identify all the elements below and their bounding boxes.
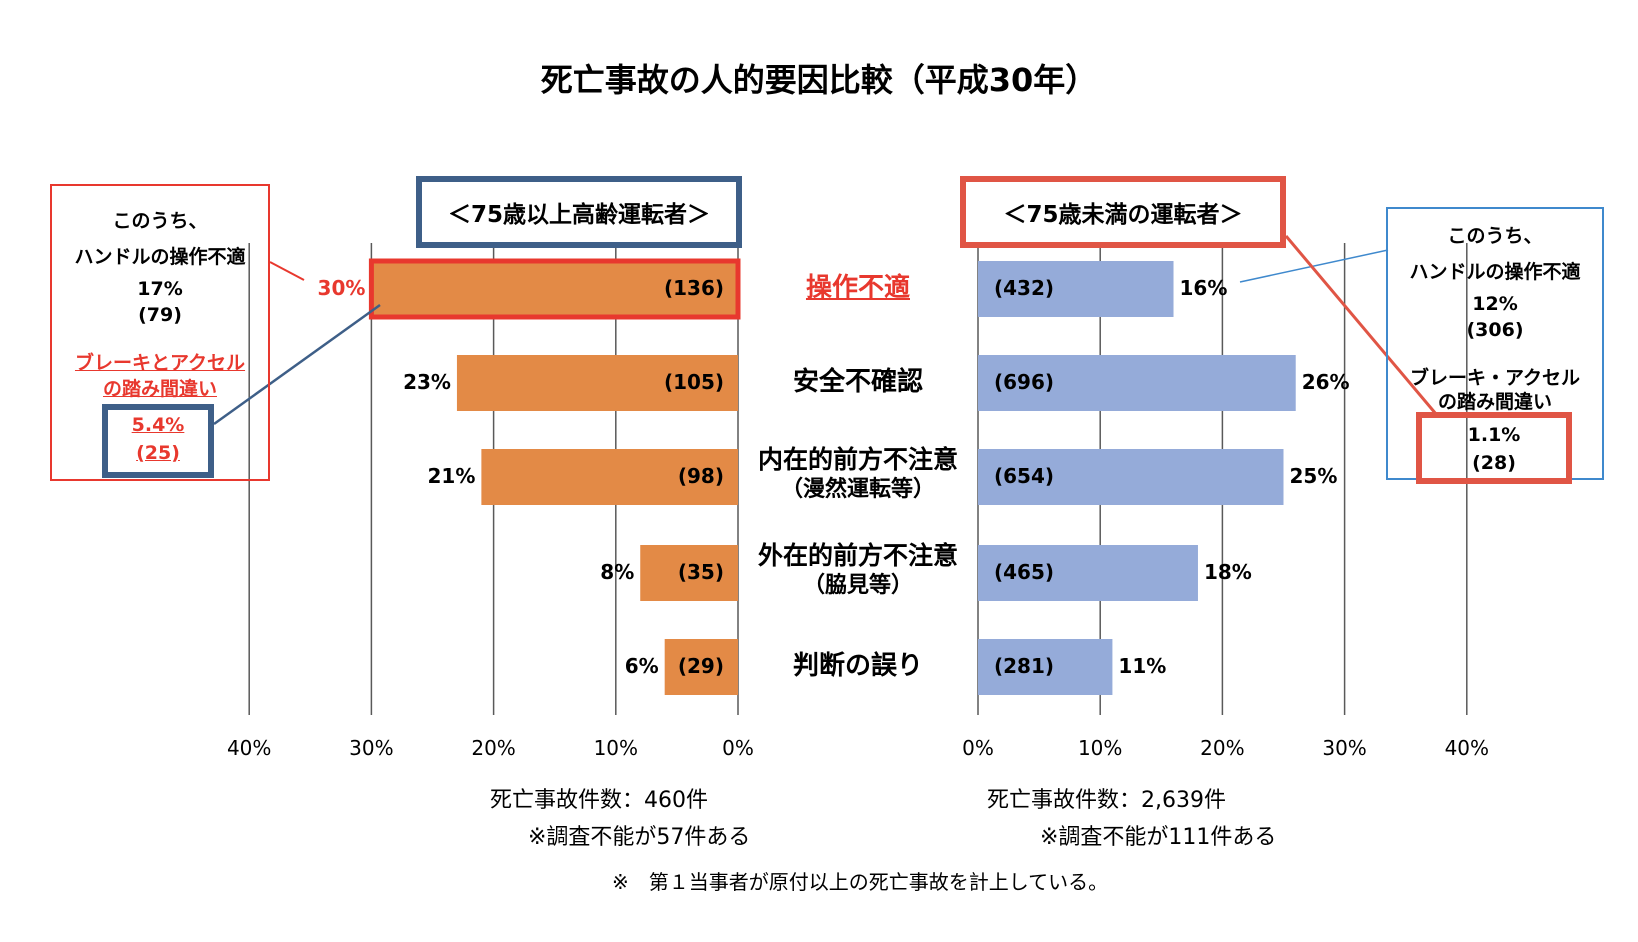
left-panel-header: ＜75歳以上高齢運転者＞ bbox=[416, 176, 742, 248]
right-bar-percent-label: 26% bbox=[1301, 370, 1350, 394]
left-note: ※調査不能が57件ある bbox=[528, 825, 751, 850]
right-callout-line1: このうち、 bbox=[1447, 225, 1543, 247]
left-bar bbox=[664, 639, 738, 695]
right-bar bbox=[978, 449, 1284, 505]
right-callout-pct2: 1.1% bbox=[1467, 424, 1521, 446]
left-bar-percent-label: 30% bbox=[317, 276, 366, 300]
right-total-cases: 死亡事故件数：2,639件 bbox=[987, 788, 1226, 813]
left-callout-highlight-box: 5.4% (25) bbox=[102, 404, 214, 478]
left-bar-percent-label: 21% bbox=[427, 464, 476, 488]
chart-title: 死亡事故の人的要因比較（平成30年） bbox=[540, 61, 1098, 99]
left-bar-count-label: (35) bbox=[677, 560, 724, 584]
right-x-tick-label: 20% bbox=[1200, 736, 1245, 760]
left-bar bbox=[481, 449, 738, 505]
right-bar-percent-label: 18% bbox=[1203, 560, 1252, 584]
left-panel-header-text: ＜75歳以上高齢運転者＞ bbox=[447, 202, 710, 228]
right-bar-percent-label: 16% bbox=[1179, 276, 1228, 300]
left-bar-count-label: (105) bbox=[663, 370, 724, 394]
left-bar-percent-label: 23% bbox=[403, 370, 451, 394]
left-x-tick-label: 30% bbox=[349, 736, 394, 760]
left-callout-connector bbox=[269, 261, 305, 281]
right-bar-count-label: (696) bbox=[994, 370, 1055, 394]
right-callout-cnt1: (306) bbox=[1466, 319, 1524, 341]
left-bar-count-label: (98) bbox=[677, 464, 724, 488]
left-callout-box: このうち、 ハンドルの操作不適 17% (79) ブレーキとアクセル の踏み間違… bbox=[50, 184, 270, 481]
left-bar-percent-label: 6% bbox=[624, 654, 659, 678]
right-bar-percent-label: 11% bbox=[1118, 654, 1167, 678]
left-callout-pct2: 5.4% bbox=[131, 414, 185, 436]
right-callout-line2: ハンドルの操作不適 bbox=[1409, 261, 1581, 283]
left-bar bbox=[456, 355, 738, 411]
category-label: 安全不確認 bbox=[792, 367, 923, 397]
right-x-tick-label: 0% bbox=[962, 736, 994, 760]
footnote: ※ 第１当事者が原付以上の死亡事故を計上している。 bbox=[612, 870, 1109, 894]
right-callout-brake-line2: の踏み間違い bbox=[1437, 391, 1552, 413]
left-callout-brake-line2: の踏み間違い bbox=[102, 378, 217, 400]
category-label: 内在的前方不注意 bbox=[757, 445, 958, 474]
left-bar bbox=[640, 545, 738, 601]
right-note: ※調査不能が111件ある bbox=[1040, 825, 1277, 850]
right-highlight-connector bbox=[1284, 235, 1438, 415]
right-bar-percent-label: 25% bbox=[1289, 464, 1338, 488]
right-bar bbox=[978, 639, 1113, 695]
category-label-sub: （漫然運転等） bbox=[780, 477, 935, 502]
right-bar bbox=[978, 545, 1198, 601]
right-panel-header-text: ＜75歳未満の運転者＞ bbox=[1003, 202, 1243, 228]
left-highlight-connector bbox=[213, 303, 381, 426]
left-callout-line2: ハンドルの操作不適 bbox=[74, 246, 246, 268]
right-callout-cnt2: (28) bbox=[1472, 452, 1516, 474]
right-bar-count-label: (281) bbox=[994, 654, 1055, 678]
left-bar-count-label: (29) bbox=[677, 654, 724, 678]
left-callout-brake-line1: ブレーキとアクセル bbox=[74, 352, 246, 374]
category-label: 操作不適 bbox=[805, 273, 910, 303]
left-callout-cnt1: (79) bbox=[138, 304, 182, 326]
left-x-tick-label: 40% bbox=[226, 736, 272, 760]
right-bar bbox=[978, 355, 1296, 411]
left-bar-count-label: (136) bbox=[663, 276, 724, 300]
left-callout-cnt2: (25) bbox=[136, 442, 180, 464]
right-callout-brake-line1: ブレーキ・アクセル bbox=[1409, 367, 1581, 389]
left-callout-pct1: 17% bbox=[137, 278, 183, 300]
right-bar-count-label: (432) bbox=[994, 276, 1055, 300]
left-callout-line1: このうち、 bbox=[112, 210, 208, 232]
right-panel-header: ＜75歳未満の運転者＞ bbox=[960, 176, 1286, 248]
right-bar bbox=[978, 261, 1174, 317]
right-x-tick-label: 10% bbox=[1077, 736, 1123, 760]
left-x-tick-label: 0% bbox=[722, 736, 754, 760]
left-x-tick-label: 20% bbox=[471, 736, 516, 760]
left-bar-percent-label: 8% bbox=[600, 560, 635, 584]
right-bar-count-label: (465) bbox=[994, 560, 1055, 584]
left-x-tick-label: 10% bbox=[593, 736, 639, 760]
right-callout-highlight-box: 1.1% (28) bbox=[1416, 412, 1572, 484]
left-bar bbox=[368, 258, 741, 320]
category-label: 外在的前方不注意 bbox=[757, 541, 958, 570]
category-label: 判断の誤り bbox=[792, 651, 923, 681]
right-x-tick-label: 30% bbox=[1322, 736, 1367, 760]
left-total-cases: 死亡事故件数：460件 bbox=[490, 788, 708, 813]
right-x-tick-label: 40% bbox=[1444, 736, 1490, 760]
right-bar-count-label: (654) bbox=[994, 464, 1055, 488]
right-callout-pct1: 12% bbox=[1472, 293, 1518, 315]
right-callout-connector bbox=[1239, 249, 1389, 283]
category-label-sub: （脇見等） bbox=[802, 573, 913, 598]
